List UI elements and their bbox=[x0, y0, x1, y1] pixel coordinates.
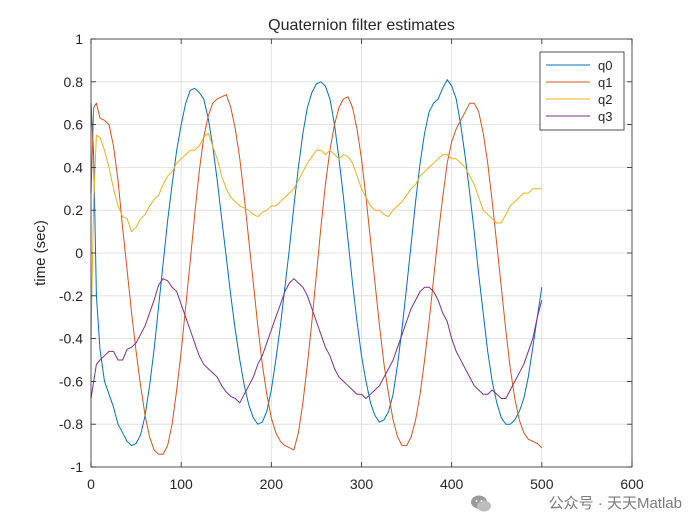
legend-label-q3: q3 bbox=[598, 109, 612, 124]
legend-label-q1: q1 bbox=[598, 75, 612, 90]
y-tick-label: 0.6 bbox=[64, 117, 84, 133]
y-axis-label: time (sec) bbox=[32, 220, 49, 286]
series-layer bbox=[90, 79, 543, 455]
x-tick-label: 600 bbox=[620, 476, 644, 492]
wechat-icon bbox=[471, 495, 491, 512]
x-tick-label: 100 bbox=[169, 476, 193, 492]
y-tick-label: 0.8 bbox=[64, 74, 84, 90]
y-tick-label: -0.2 bbox=[59, 288, 83, 304]
y-tick-label: -0.8 bbox=[59, 416, 83, 432]
chart-title: Quaternion filter estimates bbox=[268, 17, 455, 34]
x-tick-label: 300 bbox=[350, 476, 374, 492]
x-tick-label: 200 bbox=[260, 476, 284, 492]
legend-label-q0: q0 bbox=[598, 58, 612, 73]
y-tick-label: 0 bbox=[75, 245, 83, 261]
x-tick-label: 400 bbox=[440, 476, 464, 492]
x-tick-label: 0 bbox=[87, 476, 95, 492]
series-line-q0 bbox=[90, 79, 543, 447]
series-line-q1 bbox=[90, 94, 543, 455]
legend: q0 q1 q2 q3 bbox=[539, 51, 625, 131]
y-tick-label: -0.4 bbox=[59, 331, 83, 347]
series-line-q2 bbox=[90, 132, 542, 339]
watermark-text: 公众号 · 天天Matlab bbox=[548, 495, 682, 512]
axis-ticks: 0 100 200 300 400 500 600 -1 -0.8 -0.6 -0.4 -0.2 0 0.… bbox=[59, 31, 644, 492]
y-tick-label: -0.6 bbox=[59, 373, 83, 389]
x-tick-label: 500 bbox=[530, 476, 554, 492]
y-tick-label: -1 bbox=[71, 459, 84, 475]
y-tick-label: 0.2 bbox=[64, 202, 84, 218]
y-tick-label: 0.4 bbox=[64, 159, 84, 175]
y-tick-label: 1 bbox=[75, 31, 83, 47]
legend-label-q2: q2 bbox=[598, 92, 612, 107]
series-line-q3 bbox=[90, 278, 543, 404]
